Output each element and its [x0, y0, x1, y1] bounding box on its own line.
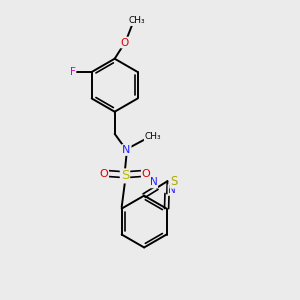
Text: O: O	[99, 169, 108, 178]
Text: CH₃: CH₃	[128, 16, 145, 25]
Text: O: O	[121, 38, 129, 47]
Text: N: N	[122, 145, 130, 155]
Text: S: S	[121, 169, 129, 182]
Text: O: O	[142, 169, 151, 178]
Text: S: S	[170, 175, 178, 188]
Text: CH₃: CH₃	[145, 132, 161, 141]
Text: F: F	[70, 67, 76, 77]
Text: N: N	[149, 177, 157, 188]
Text: N: N	[168, 185, 176, 195]
